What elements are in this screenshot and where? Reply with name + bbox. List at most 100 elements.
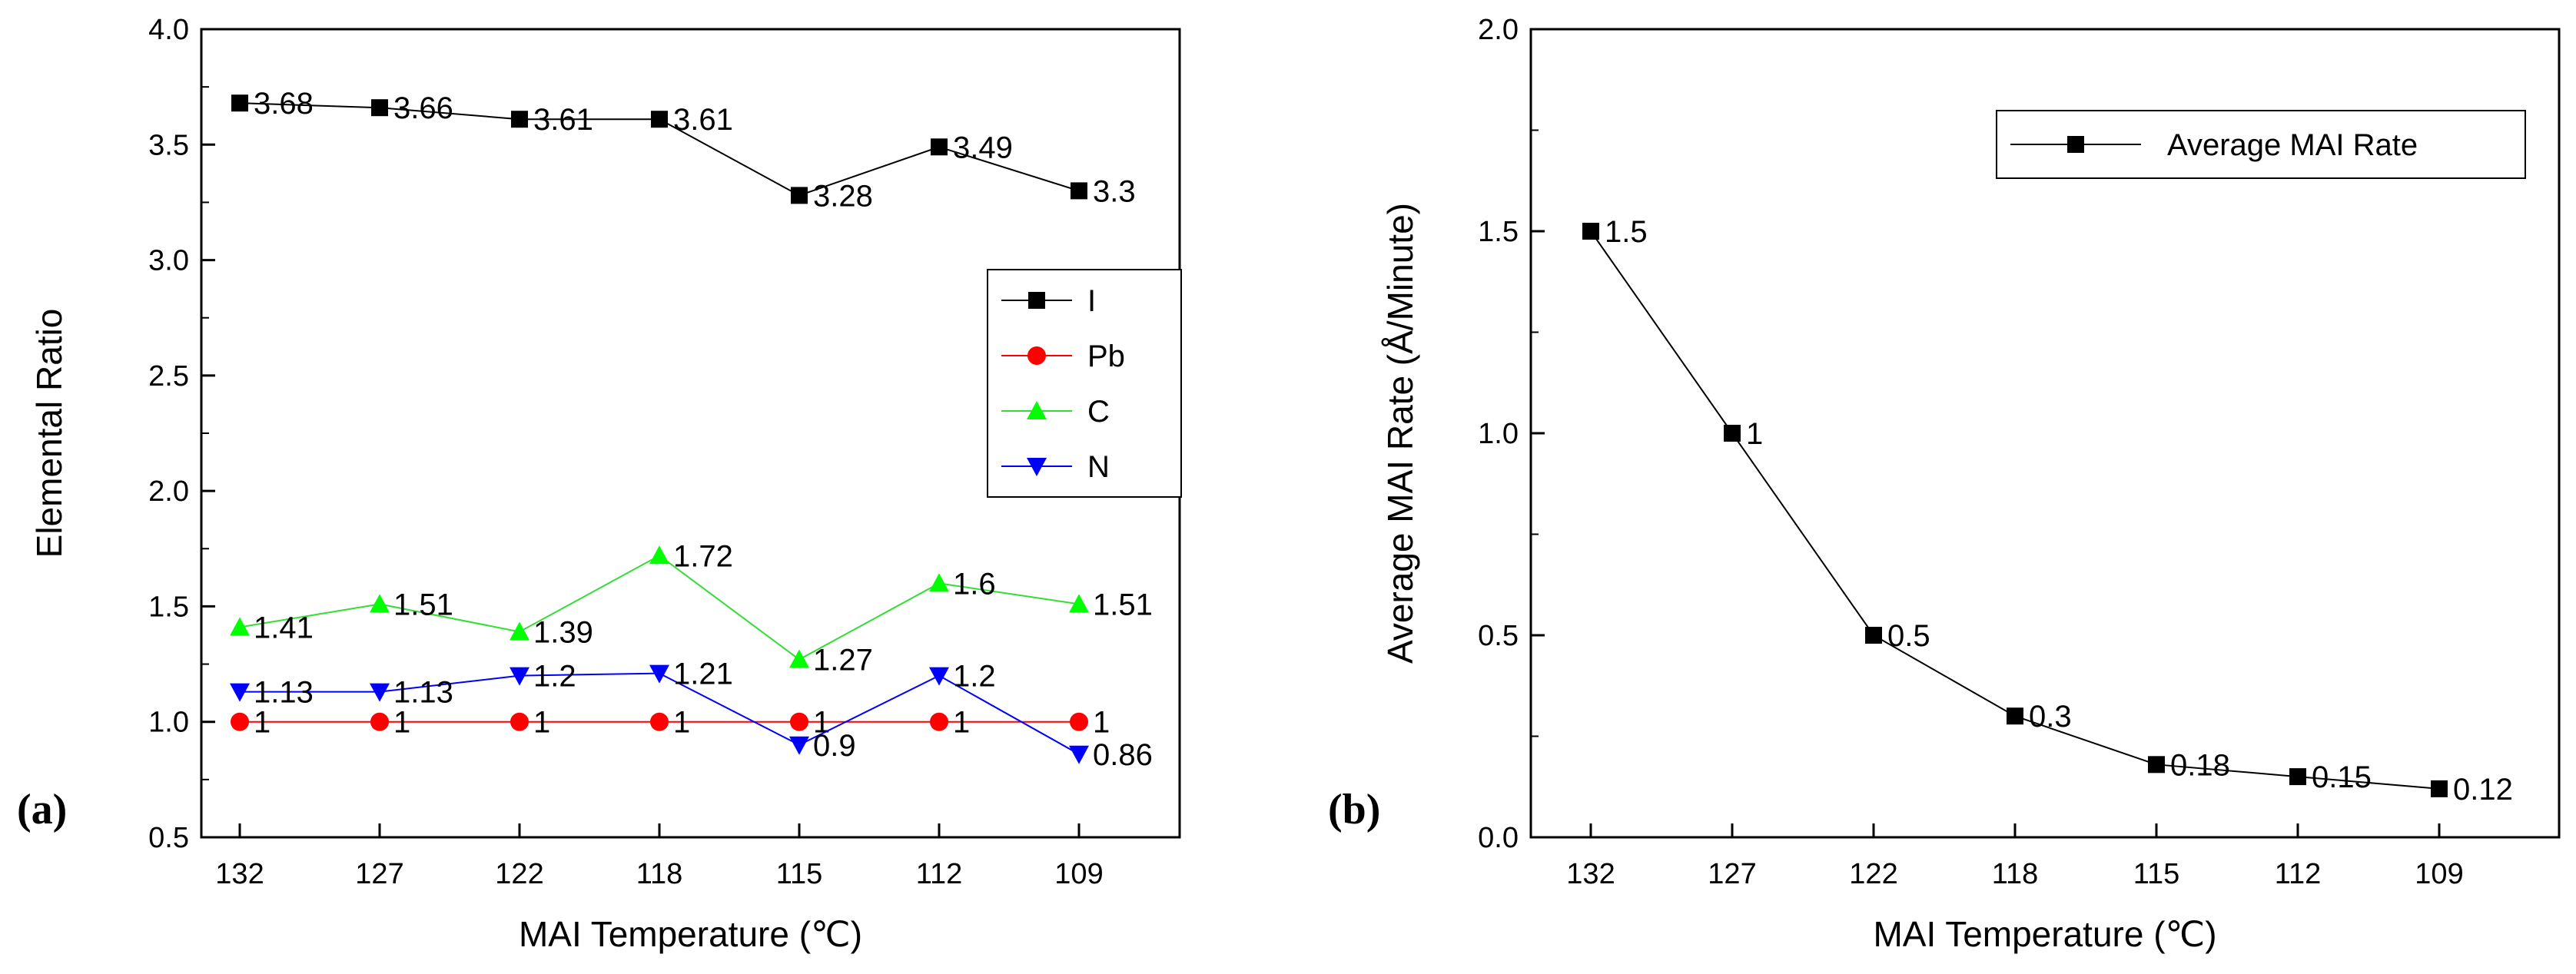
y-axis-title-1: Average MAI Rate (Å/Minute) [1380,203,1420,664]
data-point-0-0-4 [791,187,808,204]
legend-label-0-1: Pb [1087,340,1125,373]
y-tick-label-0-3: 2.0 [148,475,189,508]
data-point-0-2-3 [649,545,669,565]
x-axis-title-1: MAI Temperature (℃) [1873,914,2216,954]
data-label-1-0-5: 0.15 [2312,760,2372,794]
data-label-0-1-5: 1 [953,706,970,740]
legend-label-1-0: Average MAI Rate [2167,128,2418,162]
data-point-1-0-6 [2431,780,2448,797]
x-tick-label-1-2: 122 [1849,858,1897,890]
y-tick-label-1-4: 2.0 [1478,14,1519,46]
data-label-0-0-4: 3.28 [813,179,873,213]
data-point-0-3-6 [1069,745,1089,764]
data-label-0-3-3: 1.21 [673,658,733,691]
data-label-0-2-5: 1.6 [953,567,996,601]
data-point-0-2-4 [789,649,809,668]
legend-marker-0-3 [1027,458,1047,476]
data-label-0-3-4: 0.9 [813,729,856,763]
series-line-1-0 [1590,230,2440,790]
data-label-0-0-1: 3.66 [393,91,453,125]
data-label-1-0-2: 0.5 [1887,619,1930,653]
data-point-0-3-3 [649,664,669,684]
data-label-0-1-1: 1 [393,706,410,740]
legend-marker-1-0 [2067,136,2084,153]
data-point-1-0-4 [2148,756,2165,774]
x-axis-title-0: MAI Temperature (℃) [519,914,862,954]
data-label-0-0-3: 3.61 [673,103,733,137]
data-label-0-3-5: 1.2 [953,660,996,694]
data-point-0-1-1 [370,712,389,731]
y-tick-label-1-0: 0.0 [1478,822,1519,854]
data-point-0-0-3 [651,111,668,128]
data-point-0-1-5 [930,712,948,731]
data-point-0-1-0 [231,712,249,731]
data-label-0-1-3: 1 [673,706,690,740]
data-point-0-3-0 [230,683,250,702]
data-point-1-0-5 [2289,768,2306,786]
data-label-0-0-0: 3.68 [254,87,314,121]
data-label-0-0-2: 3.61 [533,103,593,137]
panel-label-0: (a) [17,786,67,833]
y-tick-label-0-0: 0.5 [148,822,189,854]
x-tick-label-1-4: 115 [2133,858,2180,890]
legend-marker-0-2 [1027,401,1047,419]
data-label-0-1-2: 1 [533,706,550,740]
x-tick-label-1-3: 118 [1992,858,2039,890]
data-point-1-0-3 [2007,707,2023,725]
data-point-0-3-5 [929,667,949,686]
data-label-0-0-6: 3.3 [1093,174,1136,208]
y-tick-label-0-4: 2.5 [148,360,189,393]
x-tick-label-0-0: 132 [215,858,264,890]
x-tick-label-0-5: 112 [916,858,963,890]
data-point-0-2-2 [510,621,529,641]
x-tick-label-0-3: 118 [636,858,683,890]
data-label-0-3-1: 1.13 [393,676,453,710]
data-label-0-0-5: 3.49 [953,131,1013,164]
data-label-0-2-3: 1.72 [673,539,733,573]
data-point-0-1-3 [650,712,669,731]
data-point-0-2-5 [929,573,949,592]
data-point-0-1-6 [1070,712,1088,731]
panel-label-1: (b) [1328,786,1380,833]
data-label-1-0-4: 0.18 [2170,748,2230,782]
y-tick-label-0-5: 3.0 [148,245,189,277]
data-point-0-0-5 [931,138,948,156]
y-tick-label-1-3: 1.5 [1478,216,1519,248]
data-label-0-2-2: 1.39 [533,615,593,649]
legend-label-0-3: N [1087,450,1110,484]
y-axis-title-0: Elemental Ratio [29,309,69,558]
data-point-0-0-0 [231,94,248,112]
data-point-0-3-4 [789,736,809,755]
legend-box-0 [987,269,1182,498]
legend-marker-0-1 [1027,346,1046,365]
data-label-0-2-0: 1.41 [254,611,314,644]
data-label-1-0-0: 1.5 [1605,215,1648,249]
data-label-0-2-1: 1.51 [393,588,453,621]
data-label-1-0-1: 1 [1746,417,1763,451]
x-tick-label-0-6: 109 [1054,858,1103,890]
data-point-1-0-0 [1582,223,1599,240]
data-label-0-1-0: 1 [254,706,271,740]
data-point-0-2-1 [370,594,390,613]
data-label-0-3-6: 0.86 [1093,738,1153,772]
x-tick-label-0-4: 115 [776,858,823,890]
data-point-0-3-2 [510,667,529,686]
data-label-0-3-0: 1.13 [254,676,314,710]
x-tick-label-0-1: 127 [355,858,403,890]
x-tick-label-1-5: 112 [2275,858,2322,890]
data-point-0-1-4 [790,712,808,731]
y-tick-label-0-7: 4.0 [148,14,189,46]
data-point-0-0-2 [511,111,528,128]
data-point-0-0-1 [371,99,388,117]
data-point-1-0-2 [1865,627,1882,644]
data-point-0-3-1 [370,683,390,702]
y-tick-label-1-2: 1.0 [1478,418,1519,450]
legend-marker-0-0 [1028,292,1045,309]
legend-label-0-2: C [1087,395,1110,429]
data-label-1-0-6: 0.12 [2453,773,2513,807]
data-point-0-2-0 [230,617,250,636]
data-point-0-0-6 [1071,182,1087,200]
data-label-0-2-6: 1.51 [1093,588,1153,621]
data-point-0-2-6 [1069,594,1089,613]
